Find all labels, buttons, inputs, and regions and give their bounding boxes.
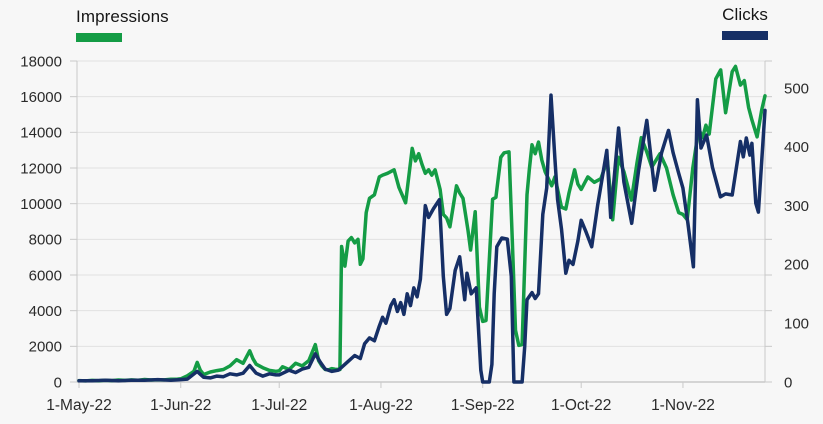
y-right-tick-label: 300 (784, 198, 809, 215)
gridlines (77, 60, 765, 347)
x-tick-label: 1-Jun-22 (150, 397, 211, 414)
y-axis-right-labels: 0 100 200 300 400 500 (784, 80, 809, 391)
legend-impressions: Impressions (76, 6, 169, 42)
legend-clicks-label: Clicks (722, 5, 768, 24)
y-left-tick-label: 4000 (29, 303, 62, 320)
axis-ticks (70, 60, 772, 388)
y-left-tick-label: 16000 (20, 89, 62, 106)
impressions-line (77, 64, 767, 383)
y-left-tick-label: 0 (54, 374, 62, 391)
x-tick-label: 1-Sep-22 (451, 397, 515, 414)
x-tick-label: 1-Aug-22 (349, 397, 413, 414)
y-left-tick-label: 8000 (29, 232, 62, 249)
legend-clicks: Clicks (722, 4, 768, 40)
y-left-tick-label: 18000 (20, 53, 62, 70)
clicks-line (77, 93, 767, 384)
legend-clicks-swatch (722, 31, 768, 40)
plot-border (76, 61, 766, 383)
x-tick-label: 1-Jul-22 (251, 397, 307, 414)
x-tick-label: 1-Nov-22 (651, 397, 715, 414)
y-right-tick-label: 200 (784, 257, 809, 274)
legend-impressions-label: Impressions (76, 7, 169, 26)
x-tick-label: 1-May-22 (46, 397, 111, 414)
x-axis-labels: 1-May-22 1-Jun-22 1-Jul-22 1-Aug-22 1-Sep-22… (46, 397, 715, 414)
y-left-tick-label: 14000 (20, 125, 62, 142)
y-left-tick-label: 2000 (29, 339, 62, 356)
x-tick-label: 1-Oct-22 (551, 397, 611, 414)
y-right-tick-label: 400 (784, 139, 809, 156)
y-left-tick-label: 12000 (20, 160, 62, 177)
y-right-tick-label: 100 (784, 315, 809, 332)
y-left-tick-label: 6000 (29, 267, 62, 284)
y-left-tick-label: 10000 (20, 196, 62, 213)
y-right-tick-label: 500 (784, 80, 809, 97)
y-axis-left-labels: 0 2000 4000 6000 8000 10000 12000 14000 16000 180… (20, 53, 62, 391)
legend-impressions-swatch (76, 33, 122, 42)
y-right-tick-label: 0 (784, 374, 792, 391)
